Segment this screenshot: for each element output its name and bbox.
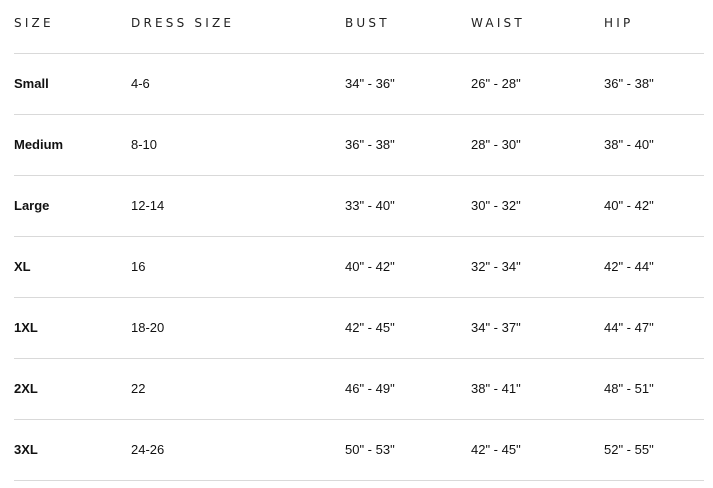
cell-bust: 33" - 40" [345, 198, 395, 213]
cell-hip: 36" - 38" [604, 76, 654, 91]
cell-size: XL [14, 259, 31, 274]
cell-bust: 42" - 45" [345, 320, 395, 335]
table-row: 3XL 24-26 50" - 53" 42" - 45" 52" - 55" [14, 420, 704, 481]
cell-size: 1XL [14, 320, 38, 335]
table-row: Large 12-14 33" - 40" 30" - 32" 40" - 42" [14, 176, 704, 237]
cell-waist: 28" - 30" [471, 137, 521, 152]
header-bust: BUST [345, 16, 390, 30]
cell-dress-size: 24-26 [131, 442, 165, 457]
cell-dress-size: 12-14 [131, 198, 165, 213]
size-chart-table: SIZE DRESS SIZE BUST WAIST HIP Small 4-6 3… [14, 0, 704, 481]
cell-dress-size: 8-10 [131, 137, 158, 152]
cell-waist: 42" - 45" [471, 442, 521, 457]
table-row: XL 16 40" - 42" 32" - 34" 42" - 44" [14, 237, 704, 298]
cell-size: Large [14, 198, 50, 213]
cell-bust: 50" - 53" [345, 442, 395, 457]
cell-bust: 46" - 49" [345, 381, 395, 396]
header-size: SIZE [14, 16, 54, 30]
header-waist: WAIST [471, 16, 525, 30]
table-row: 2XL 22 46" - 49" 38" - 41" 48" - 51" [14, 359, 704, 420]
cell-waist: 38" - 41" [471, 381, 521, 396]
cell-size: 2XL [14, 381, 38, 396]
cell-waist: 34" - 37" [471, 320, 521, 335]
table-row: Small 4-6 34" - 36" 26" - 28" 36" - 38" [14, 54, 704, 115]
header-hip: HIP [604, 16, 634, 30]
cell-size: 3XL [14, 442, 38, 457]
table-header-row: SIZE DRESS SIZE BUST WAIST HIP [14, 0, 704, 54]
cell-dress-size: 4-6 [131, 76, 150, 91]
cell-waist: 30" - 32" [471, 198, 521, 213]
cell-dress-size: 22 [131, 381, 146, 396]
table-row: Medium 8-10 36" - 38" 28" - 30" 38" - 40" [14, 115, 704, 176]
cell-size: Medium [14, 137, 64, 152]
cell-waist: 26" - 28" [471, 76, 521, 91]
cell-hip: 42" - 44" [604, 259, 654, 274]
cell-bust: 34" - 36" [345, 76, 395, 91]
cell-hip: 38" - 40" [604, 137, 654, 152]
cell-bust: 40" - 42" [345, 259, 395, 274]
header-dress-size: DRESS SIZE [131, 16, 235, 30]
cell-bust: 36" - 38" [345, 137, 395, 152]
cell-hip: 44" - 47" [604, 320, 654, 335]
cell-hip: 48" - 51" [604, 381, 654, 396]
cell-dress-size: 18-20 [131, 320, 165, 335]
cell-size: Small [14, 76, 49, 91]
cell-dress-size: 16 [131, 259, 146, 274]
cell-waist: 32" - 34" [471, 259, 521, 274]
table-row: 1XL 18-20 42" - 45" 34" - 37" 44" - 47" [14, 298, 704, 359]
cell-hip: 40" - 42" [604, 198, 654, 213]
cell-hip: 52" - 55" [604, 442, 654, 457]
